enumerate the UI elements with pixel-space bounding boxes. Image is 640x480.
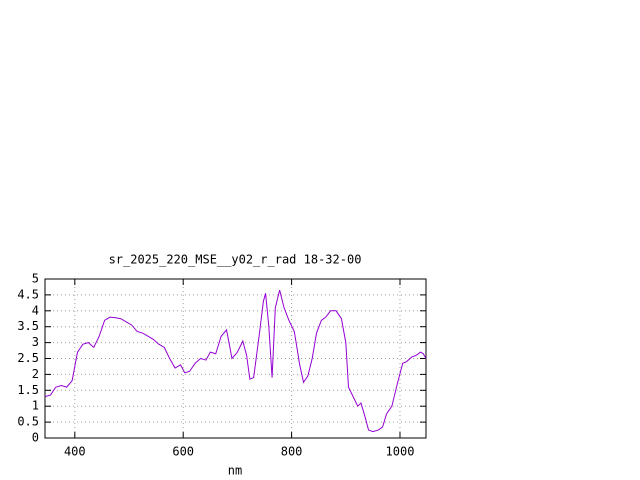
x-tick-label: 1000 [386, 445, 415, 459]
y-tick-label: 4.5 [17, 287, 39, 301]
y-tick-label: 0.5 [17, 415, 39, 429]
x-axis-label: nm [228, 464, 242, 478]
x-tick-label: 600 [172, 445, 194, 459]
y-tick-label: 5 [32, 272, 39, 286]
y-tick-label: 0 [32, 431, 39, 445]
y-tick-label: 2 [32, 367, 39, 381]
y-tick-label: 3.5 [17, 319, 39, 333]
y-tick-label: 2.5 [17, 351, 39, 365]
y-tick-label: 4 [32, 303, 39, 317]
plot-frame [44, 278, 427, 439]
y-tick-label: 1 [32, 399, 39, 413]
x-tick-label: 800 [281, 445, 303, 459]
y-tick-label: 1.5 [17, 383, 39, 397]
x-tick-label: 400 [64, 445, 86, 459]
y-tick-label: 3 [32, 335, 39, 349]
data-line [44, 290, 427, 433]
chart-title: sr_2025_220_MSE__y02_r_rad 18-32-00 [109, 253, 362, 267]
